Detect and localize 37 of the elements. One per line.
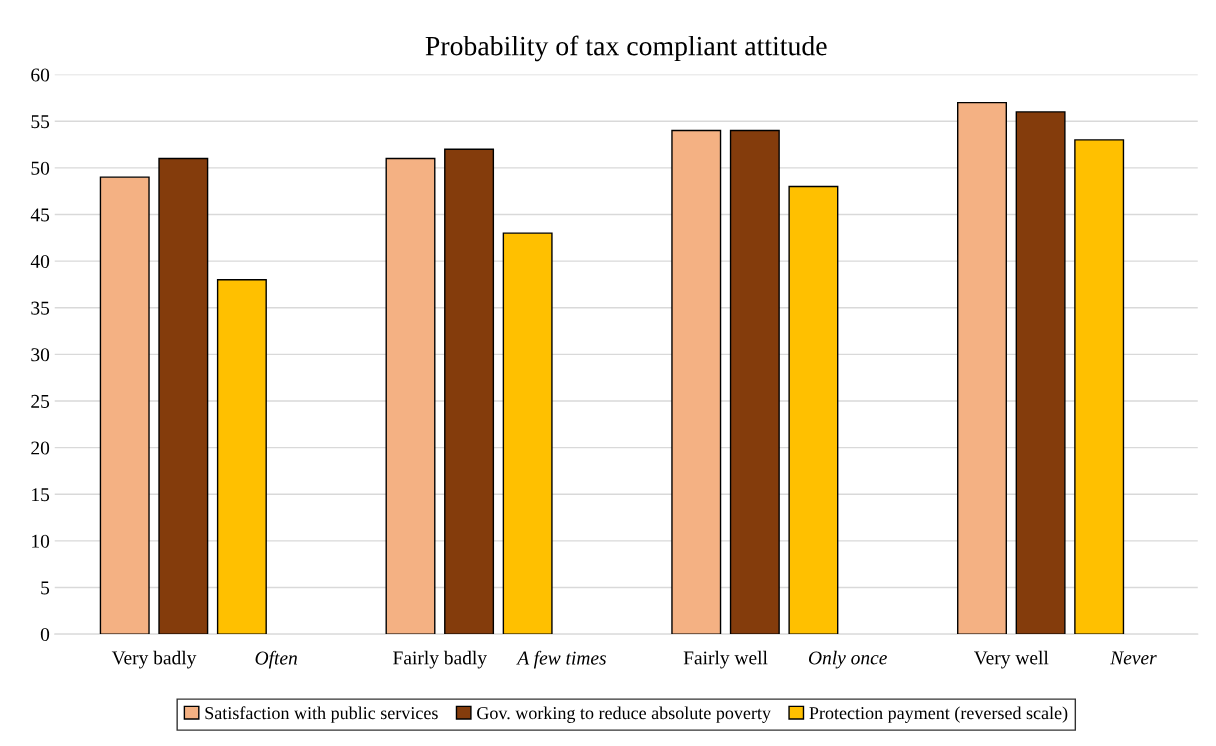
y-tick-label: 0 xyxy=(40,627,50,642)
x-tick-label: Very well xyxy=(974,650,1049,669)
bar xyxy=(1015,111,1066,635)
bar xyxy=(729,129,780,635)
bar xyxy=(788,185,839,635)
y-tick-label: 40 xyxy=(30,254,50,269)
bar xyxy=(158,157,209,635)
y-tick-label: 15 xyxy=(32,488,50,502)
bar xyxy=(99,176,150,635)
y-tick-label: 60 xyxy=(31,68,50,82)
text: Often xyxy=(255,650,297,669)
bar xyxy=(502,232,553,635)
bar xyxy=(671,129,722,635)
y-tick-label: 25 xyxy=(31,394,50,408)
y-tick-label: 5 xyxy=(41,581,50,595)
y-tick-label: 10 xyxy=(32,534,50,548)
y-tick-label: 45 xyxy=(30,208,50,222)
bar xyxy=(216,279,267,635)
y-tick-label: 35 xyxy=(31,301,50,315)
x-tick-label: Very badly xyxy=(111,650,197,669)
bar xyxy=(444,148,495,635)
x-tick-label: Fairly well xyxy=(683,650,768,669)
bar xyxy=(385,157,436,635)
legend-label: Protection payment (reversed scale) xyxy=(809,706,1068,723)
text: Only once xyxy=(809,650,887,669)
text: Never xyxy=(1110,651,1157,665)
chart-title: Probability of tax compliant attitude xyxy=(425,35,827,62)
text: A few times xyxy=(516,650,607,669)
y-tick-label: 30 xyxy=(31,348,50,362)
bar xyxy=(957,101,1007,635)
legend-label: Gov. working to reduce absolute poverty xyxy=(477,706,771,723)
x-tick-label: Fairly badly xyxy=(393,650,487,669)
bar xyxy=(1074,139,1125,635)
y-tick-label: 20 xyxy=(31,441,50,455)
y-tick-label: 50 xyxy=(31,161,50,175)
y-tick-label: 55 xyxy=(31,115,50,129)
legend-label: Satisfaction with public services xyxy=(205,706,438,723)
